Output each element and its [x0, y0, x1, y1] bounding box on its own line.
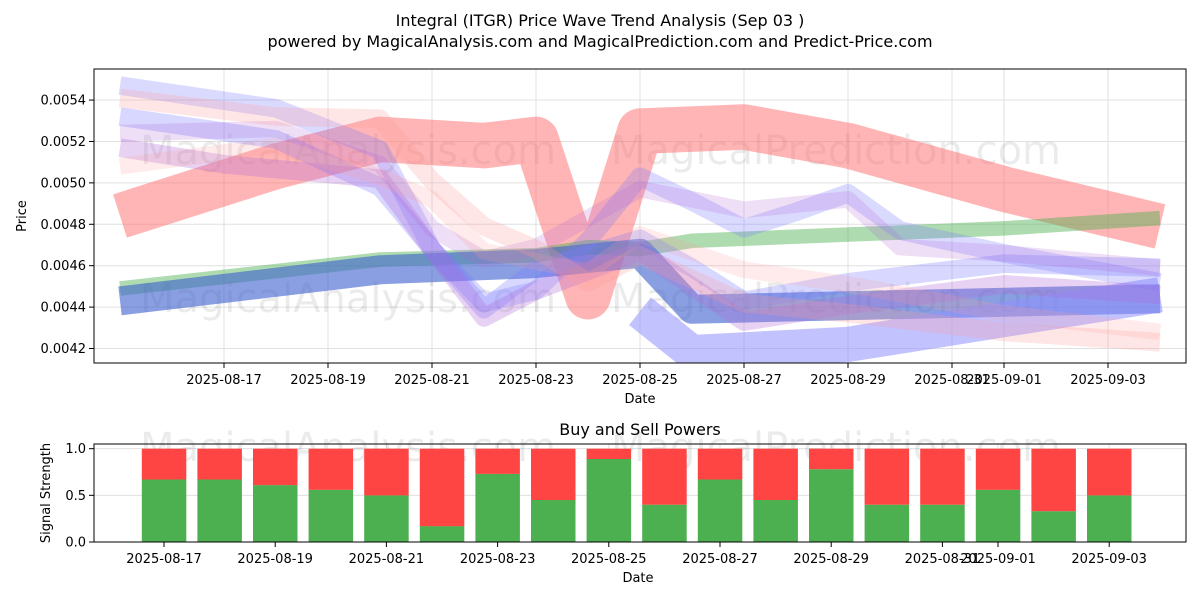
signal-y-tick-label: 0.0	[65, 536, 86, 551]
price-series	[113, 76, 1166, 363]
signal-x-ticks: 2025-08-17 2025-08-19 2025-08-21 2025-08-23…	[126, 542, 1147, 567]
price-y-ticks: 0.0042 0.0044 0.0046 0.0048 0.0050 0.0052 0.00…	[41, 94, 94, 357]
sell-bar	[697, 448, 743, 480]
signal-x-axis-label: Date	[622, 571, 653, 586]
signal-x-tick-label: 2025-08-27	[682, 552, 758, 567]
sell-bar	[1087, 448, 1132, 496]
price-band-pink-wave-1	[118, 88, 1161, 352]
buy-bar	[253, 485, 298, 542]
price-band-purple-wave-2	[119, 120, 1161, 277]
signal-chart: Buy and Sell Powers MagicalAnalysis.com M…	[39, 420, 1187, 586]
price-band-blue-low	[629, 277, 1163, 363]
buy-bar	[475, 473, 520, 542]
signal-y-tick-label: 0.5	[65, 489, 86, 504]
price-chart: MagicalAnalysis.com MagicalPrediction.com…	[15, 68, 1187, 407]
signal-x-tick-label: 2025-09-01	[960, 552, 1036, 567]
price-y-tick-label: 0.0044	[41, 301, 87, 316]
price-x-axis-label: Date	[624, 392, 655, 407]
signal-y-tick-label: 1.0	[65, 442, 86, 457]
price-y-axis-label: Price	[15, 200, 30, 232]
chart-subtitle: powered by MagicalAnalysis.com and Magic…	[267, 32, 932, 51]
buy-bar	[642, 504, 687, 542]
signal-plot-frame	[93, 443, 1187, 543]
price-band-blue-main	[118, 238, 1161, 324]
buy-bar	[586, 458, 632, 542]
buy-bar	[920, 504, 965, 542]
price-y-tick-label: 0.0046	[41, 259, 87, 274]
chart-title: Integral (ITGR) Price Wave Trend Analysi…	[396, 11, 805, 30]
price-x-tick-label: 2025-08-23	[498, 373, 574, 388]
sell-bar	[864, 448, 910, 505]
price-x-tick-label: 2025-08-17	[186, 373, 262, 388]
price-x-tick-label: 2025-08-27	[706, 373, 782, 388]
buy-bar	[1087, 495, 1132, 542]
price-x-tick-label: 2025-08-31	[914, 373, 990, 388]
price-band-red-main	[113, 104, 1166, 320]
buy-bar	[864, 504, 910, 542]
signal-y-axis-label: Signal Strength	[39, 443, 54, 543]
signal-x-tick-label: 2025-08-19	[237, 552, 313, 567]
sell-bar	[920, 448, 965, 505]
price-x-tick-label: 2025-08-25	[602, 373, 678, 388]
sell-bar	[975, 448, 1021, 490]
sell-bar	[586, 448, 632, 459]
sell-bar	[141, 448, 187, 480]
sell-bar	[531, 448, 576, 500]
buy-bar	[141, 479, 187, 542]
price-y-tick-label: 0.0050	[41, 176, 87, 191]
signal-x-tick-label: 2025-08-25	[571, 552, 647, 567]
buy-bar	[419, 526, 465, 542]
sell-bar	[253, 448, 298, 486]
sell-bar	[419, 448, 465, 527]
signal-bars	[141, 448, 1132, 542]
signal-x-tick-label: 2025-08-31	[905, 552, 981, 567]
price-y-tick-label: 0.0042	[41, 342, 87, 357]
buy-bar	[753, 500, 798, 542]
buy-bar	[975, 489, 1021, 542]
price-x-tick-label: 2025-08-29	[810, 373, 886, 388]
buy-bar	[1031, 511, 1076, 542]
sell-bar	[364, 448, 409, 496]
price-x-tick-label: 2025-08-21	[394, 373, 470, 388]
sell-bar	[475, 448, 520, 474]
buy-bar	[809, 469, 854, 542]
signal-x-tick-label: 2025-08-23	[460, 552, 536, 567]
buy-bar	[697, 479, 743, 542]
price-y-tick-label: 0.0048	[41, 218, 87, 233]
buy-bar	[308, 489, 354, 542]
signal-x-tick-label: 2025-08-29	[793, 552, 869, 567]
price-band-pink-wave-2	[118, 137, 1161, 341]
signal-x-tick-label: 2025-08-21	[349, 552, 425, 567]
sell-bar	[753, 448, 798, 500]
price-x-tick-label: 2025-08-19	[290, 373, 366, 388]
signal-y-ticks: 0.0 0.5 1.0	[65, 442, 94, 551]
signal-x-tick-label: 2025-08-17	[126, 552, 202, 567]
sell-bar	[642, 448, 687, 505]
sell-bar	[809, 448, 854, 470]
sell-bar	[308, 448, 354, 490]
price-x-tick-label: 2025-09-03	[1070, 373, 1146, 388]
price-y-tick-label: 0.0054	[41, 94, 87, 109]
price-band-blue-wave-2	[118, 76, 1162, 313]
buy-bar	[531, 500, 576, 542]
sell-bar	[197, 448, 242, 480]
price-x-tick-label: 2025-09-01	[966, 373, 1042, 388]
sell-bar	[1031, 448, 1076, 512]
price-x-ticks: 2025-08-17 2025-08-19 2025-08-21 2025-08-23…	[186, 363, 1146, 388]
signal-x-tick-label: 2025-09-03	[1071, 552, 1147, 567]
price-band-blue-wave-1	[118, 107, 1161, 319]
signal-chart-title: Buy and Sell Powers	[559, 420, 721, 439]
buy-bar	[197, 479, 242, 542]
buy-bar	[364, 495, 409, 542]
price-band-purple-wave-1	[118, 138, 1161, 331]
price-y-tick-label: 0.0052	[41, 135, 87, 150]
